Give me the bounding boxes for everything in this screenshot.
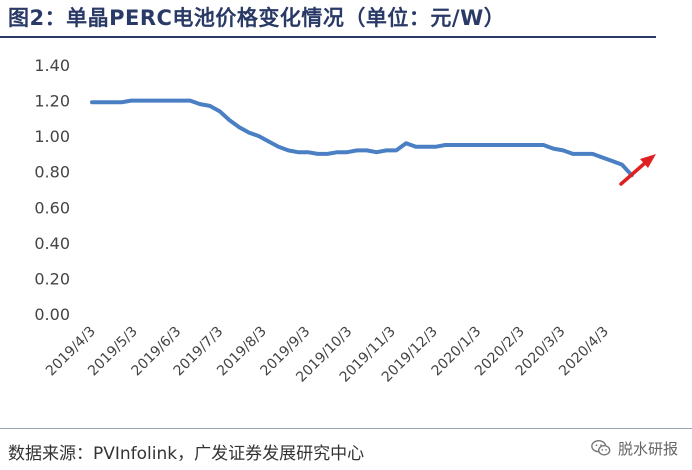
y-tick-label: 1.00: [34, 127, 70, 146]
series-group: [90, 98, 634, 178]
line-chart: 1.40 1.20 1.00 0.80 0.60 0.40 0.20 0.00 2019/4/…: [34, 56, 656, 386]
title-divider: [0, 36, 656, 38]
source-note: 数据来源：PVInfolink，广发证券发展研究中心: [8, 444, 365, 464]
y-axis: 1.40 1.20 1.00 0.80 0.60 0.40 0.20 0.00: [34, 56, 70, 324]
y-tick-label: 1.40: [34, 56, 70, 75]
y-tick-label: 0.00: [34, 305, 70, 324]
watermark-label: 脱水研报: [617, 439, 678, 458]
series-line: [90, 98, 634, 178]
arrow-head: [640, 154, 656, 168]
arrow-shaft: [619, 161, 647, 186]
y-tick-label: 0.20: [34, 269, 70, 288]
chart-title: 图2：单晶PERC电池价格变化情况（单位：元/W）: [8, 6, 506, 30]
annotation-group: [619, 154, 656, 186]
y-tick-label: 0.60: [34, 198, 70, 217]
watermark: 脱水研报: [590, 437, 678, 459]
footer-divider: [0, 428, 692, 429]
y-tick-label: 1.20: [34, 92, 70, 111]
wechat-icon: [591, 439, 611, 456]
x-axis: 2019/4/32019/5/32019/6/32019/7/32019/8/3…: [43, 324, 612, 386]
y-tick-label: 0.40: [34, 234, 70, 253]
y-tick-label: 0.80: [34, 163, 70, 182]
